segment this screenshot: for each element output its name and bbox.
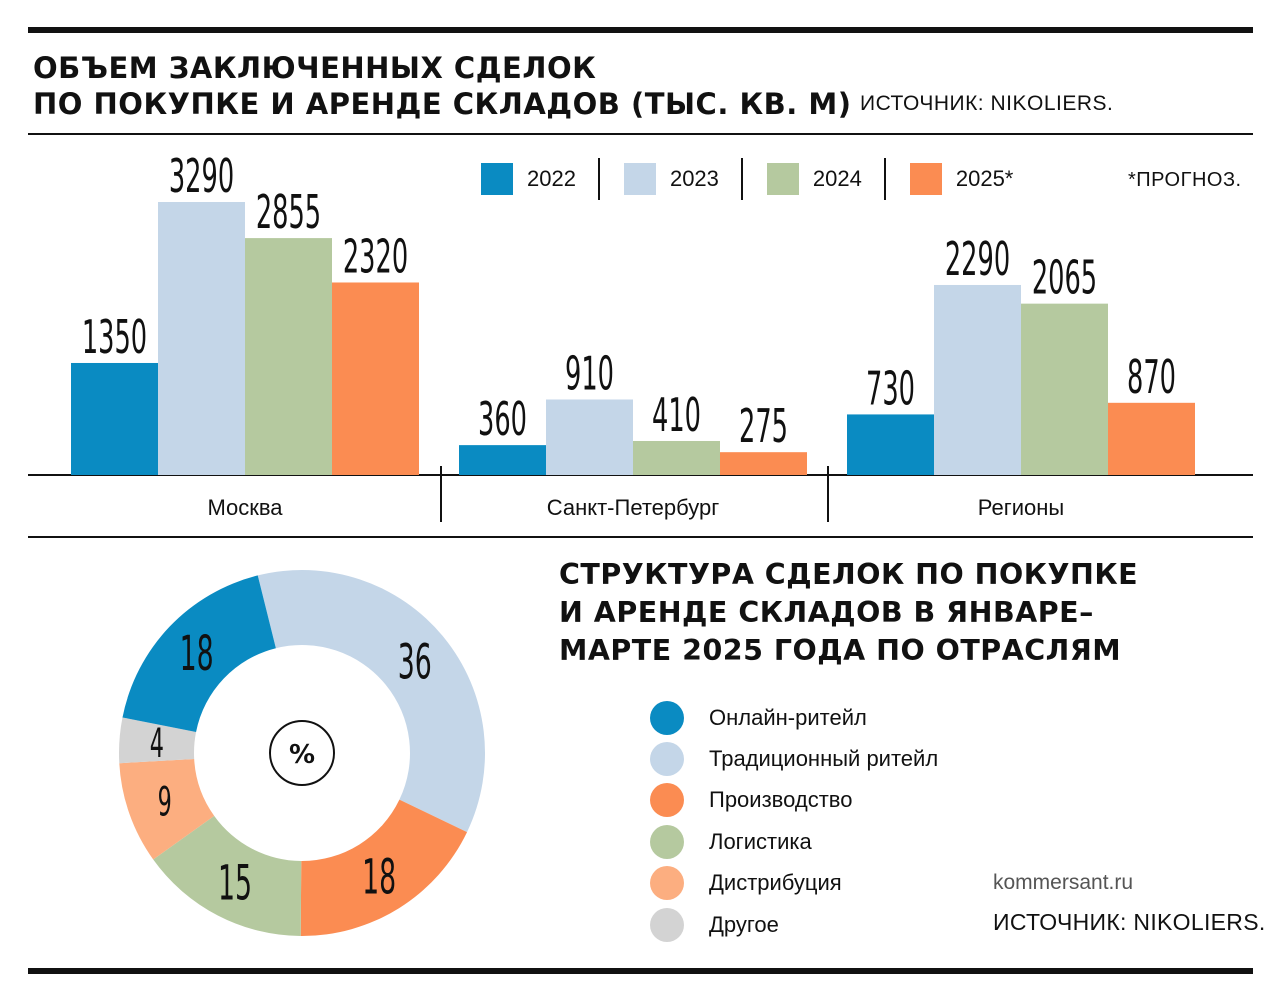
legend-label: Производство bbox=[709, 787, 853, 813]
bar-chart-legend: 2022 2023 2024 2025* bbox=[481, 158, 1013, 200]
donut-slice bbox=[119, 717, 197, 764]
bar-value-label: 2320 bbox=[343, 230, 408, 284]
legend-item-logistics: Логистика bbox=[650, 821, 938, 862]
bottom-rule bbox=[28, 968, 1253, 974]
bar-value-label: 360 bbox=[478, 393, 527, 447]
legend-item-distribution: Дистрибуция bbox=[650, 863, 938, 904]
legend-dot bbox=[650, 866, 684, 901]
legend-label: Другое bbox=[709, 911, 779, 937]
pie-chart-title-line-1: СТРУКТУРА СДЕЛОК ПО ПОКУПКЕ bbox=[559, 558, 1139, 591]
donut-slice bbox=[300, 799, 468, 936]
bar-value-label: 3290 bbox=[169, 150, 234, 204]
legend-item-other: Другое bbox=[650, 904, 938, 945]
bar-2025-0 bbox=[332, 282, 419, 475]
donut-value-label: 36 bbox=[398, 635, 432, 690]
bar-value-label: 2855 bbox=[256, 186, 321, 240]
legend-swatch-2023 bbox=[623, 163, 656, 195]
legend-separator bbox=[883, 158, 886, 200]
bar-chart: 1350 3290 2855 2320 Москва 360 910 410 275 Санкт-… bbox=[71, 150, 1195, 522]
legend-swatch-2025 bbox=[909, 163, 942, 195]
legend-item-2024: 2024 bbox=[766, 163, 862, 195]
bar-2022-1 bbox=[459, 445, 546, 475]
top-rule bbox=[28, 27, 1253, 33]
pie-chart-source: ИСТОЧНИК: NIKOLIERS. bbox=[993, 909, 1266, 935]
legend-label-2024: 2024 bbox=[812, 166, 862, 191]
legend-dot bbox=[650, 700, 684, 735]
legend-dot bbox=[650, 907, 684, 942]
donut-value-label: 18 bbox=[362, 850, 396, 905]
pie-chart-legend: Онлайн-ритейл Традиционный ритейл Произв… bbox=[650, 697, 938, 945]
pie-chart-title: СТРУКТУРА СДЕЛОК ПО ПОКУПКЕ И АРЕНДЕ СКЛ… bbox=[559, 556, 1138, 670]
legend-dot bbox=[650, 742, 684, 777]
bar-value-label: 2290 bbox=[945, 233, 1010, 287]
legend-item-2025: 2025* bbox=[909, 163, 1014, 195]
bar-2023-0 bbox=[158, 202, 245, 475]
donut-slice bbox=[153, 815, 302, 936]
site-credit: kommersant.ru bbox=[993, 871, 1134, 894]
donut-value-label: 15 bbox=[218, 856, 252, 911]
section-divider-rule bbox=[28, 536, 1253, 538]
legend-label: Онлайн-ритейл bbox=[709, 704, 867, 730]
bar-2023-1 bbox=[546, 399, 633, 475]
bar-chart-title-line-2: ПО ПОКУПКЕ И АРЕНДЕ СКЛАДОВ (ТЫС. КВ. М) bbox=[33, 87, 852, 121]
bar-chart-title-line-1: ОБЪЕМ ЗАКЛЮЧЕННЫХ СДЕЛОК bbox=[33, 51, 597, 85]
legend-swatch-2024 bbox=[766, 163, 799, 195]
bar-value-label: 2065 bbox=[1032, 252, 1097, 306]
legend-label: Дистрибуция bbox=[709, 870, 842, 896]
bar-chart-source: ИСТОЧНИК: NIKOLIERS. bbox=[860, 92, 1114, 115]
donut-slice bbox=[122, 575, 276, 733]
legend-label: Логистика bbox=[709, 828, 812, 854]
legend-separator bbox=[740, 158, 743, 200]
legend-item-online-retail: Онлайн-ритейл bbox=[650, 697, 938, 738]
percent-label: % bbox=[289, 740, 315, 770]
bar-2022-2 bbox=[847, 414, 934, 475]
donut-chart: 36 18 15 9 4 18% bbox=[119, 570, 486, 936]
bar-value-label: 870 bbox=[1127, 351, 1176, 405]
legend-label: Традиционный ритейл bbox=[709, 746, 939, 772]
category-label: Регионы bbox=[978, 495, 1064, 520]
legend-swatch-2022 bbox=[481, 163, 513, 195]
legend-item-2023: 2023 bbox=[623, 163, 719, 195]
legend-item-2022: 2022 bbox=[481, 163, 576, 195]
donut-value-label: 4 bbox=[150, 720, 164, 767]
forecast-note: *ПРОГНОЗ. bbox=[1128, 169, 1242, 191]
bar-2025-1 bbox=[720, 452, 807, 475]
donut-value-label: 18 bbox=[180, 627, 214, 682]
category-label: Москва bbox=[207, 495, 283, 520]
bar-2024-0 bbox=[245, 238, 332, 475]
pie-chart-title-line-3: МАРТЕ 2025 ГОДА ПО ОТРАСЛЯМ bbox=[559, 634, 1122, 667]
pie-chart-title-line-2: И АРЕНДЕ СКЛАДОВ В ЯНВАРЕ– bbox=[559, 596, 1094, 629]
bar-value-label: 910 bbox=[565, 347, 614, 401]
legend-item-traditional-retail: Традиционный ритейл bbox=[650, 738, 938, 779]
legend-label-2023: 2023 bbox=[669, 166, 719, 191]
bar-chart-title: ОБЪЕМ ЗАКЛЮЧЕННЫХ СДЕЛОК ПО ПОКУПКЕ И АР… bbox=[33, 50, 851, 122]
bar-2023-2 bbox=[934, 284, 1021, 475]
legend-label-2022: 2022 bbox=[527, 166, 576, 191]
category-label: Санкт-Петербург bbox=[547, 495, 720, 520]
bar-value-label: 410 bbox=[652, 389, 701, 443]
bar-2024-2 bbox=[1021, 303, 1108, 475]
bar-2025-2 bbox=[1108, 402, 1195, 475]
bar-value-label: 730 bbox=[866, 362, 915, 416]
donut-slice bbox=[257, 570, 486, 833]
legend-separator bbox=[597, 158, 600, 200]
bar-value-label: 275 bbox=[739, 400, 788, 454]
title-underline-rule bbox=[28, 133, 1253, 135]
legend-dot bbox=[650, 824, 684, 859]
donut-value-label: 9 bbox=[158, 778, 172, 825]
legend-label-2025: 2025* bbox=[955, 166, 1014, 191]
bar-value-label: 1350 bbox=[82, 311, 147, 365]
donut-slice bbox=[119, 759, 215, 860]
bar-2024-1 bbox=[633, 440, 720, 475]
percent-badge bbox=[269, 720, 335, 786]
legend-dot bbox=[650, 783, 684, 818]
bar-2022-0 bbox=[71, 362, 158, 475]
legend-item-production: Производство bbox=[650, 780, 938, 821]
